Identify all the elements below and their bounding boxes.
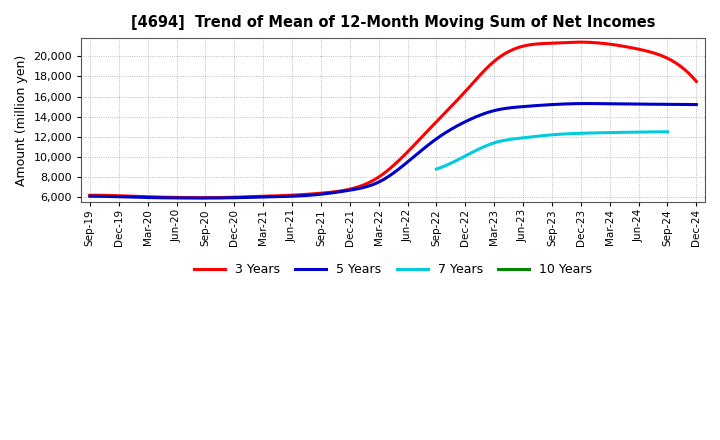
5 Years	[600, 101, 609, 106]
Line: 5 Years: 5 Years	[90, 103, 696, 198]
3 Years	[88, 193, 96, 198]
3 Years	[449, 102, 457, 107]
5 Years	[449, 125, 457, 131]
Line: 7 Years: 7 Years	[436, 132, 667, 169]
3 Years	[692, 79, 701, 84]
5 Years	[692, 102, 701, 107]
7 Years	[574, 131, 582, 136]
5 Years	[582, 101, 591, 106]
Legend: 3 Years, 5 Years, 7 Years, 10 Years: 3 Years, 5 Years, 7 Years, 10 Years	[189, 258, 597, 282]
3 Years	[459, 91, 467, 96]
Line: 3 Years: 3 Years	[90, 42, 696, 198]
7 Years	[432, 166, 441, 172]
3 Years	[197, 195, 206, 200]
7 Years	[627, 129, 636, 135]
3 Years	[639, 48, 648, 53]
5 Years	[88, 194, 96, 199]
5 Years	[639, 102, 648, 107]
3 Years	[577, 40, 585, 45]
7 Years	[433, 166, 441, 172]
3 Years	[86, 193, 94, 198]
7 Years	[570, 131, 578, 136]
Y-axis label: Amount (million yen): Amount (million yen)	[15, 55, 28, 186]
5 Years	[446, 127, 455, 132]
Title: [4694]  Trend of Mean of 12-Month Moving Sum of Net Incomes: [4694] Trend of Mean of 12-Month Moving …	[131, 15, 655, 30]
3 Years	[600, 41, 609, 46]
5 Years	[195, 195, 204, 201]
5 Years	[86, 194, 94, 199]
7 Years	[663, 129, 672, 134]
3 Years	[446, 104, 455, 110]
7 Years	[569, 131, 577, 136]
5 Years	[459, 120, 467, 125]
7 Years	[642, 129, 650, 135]
